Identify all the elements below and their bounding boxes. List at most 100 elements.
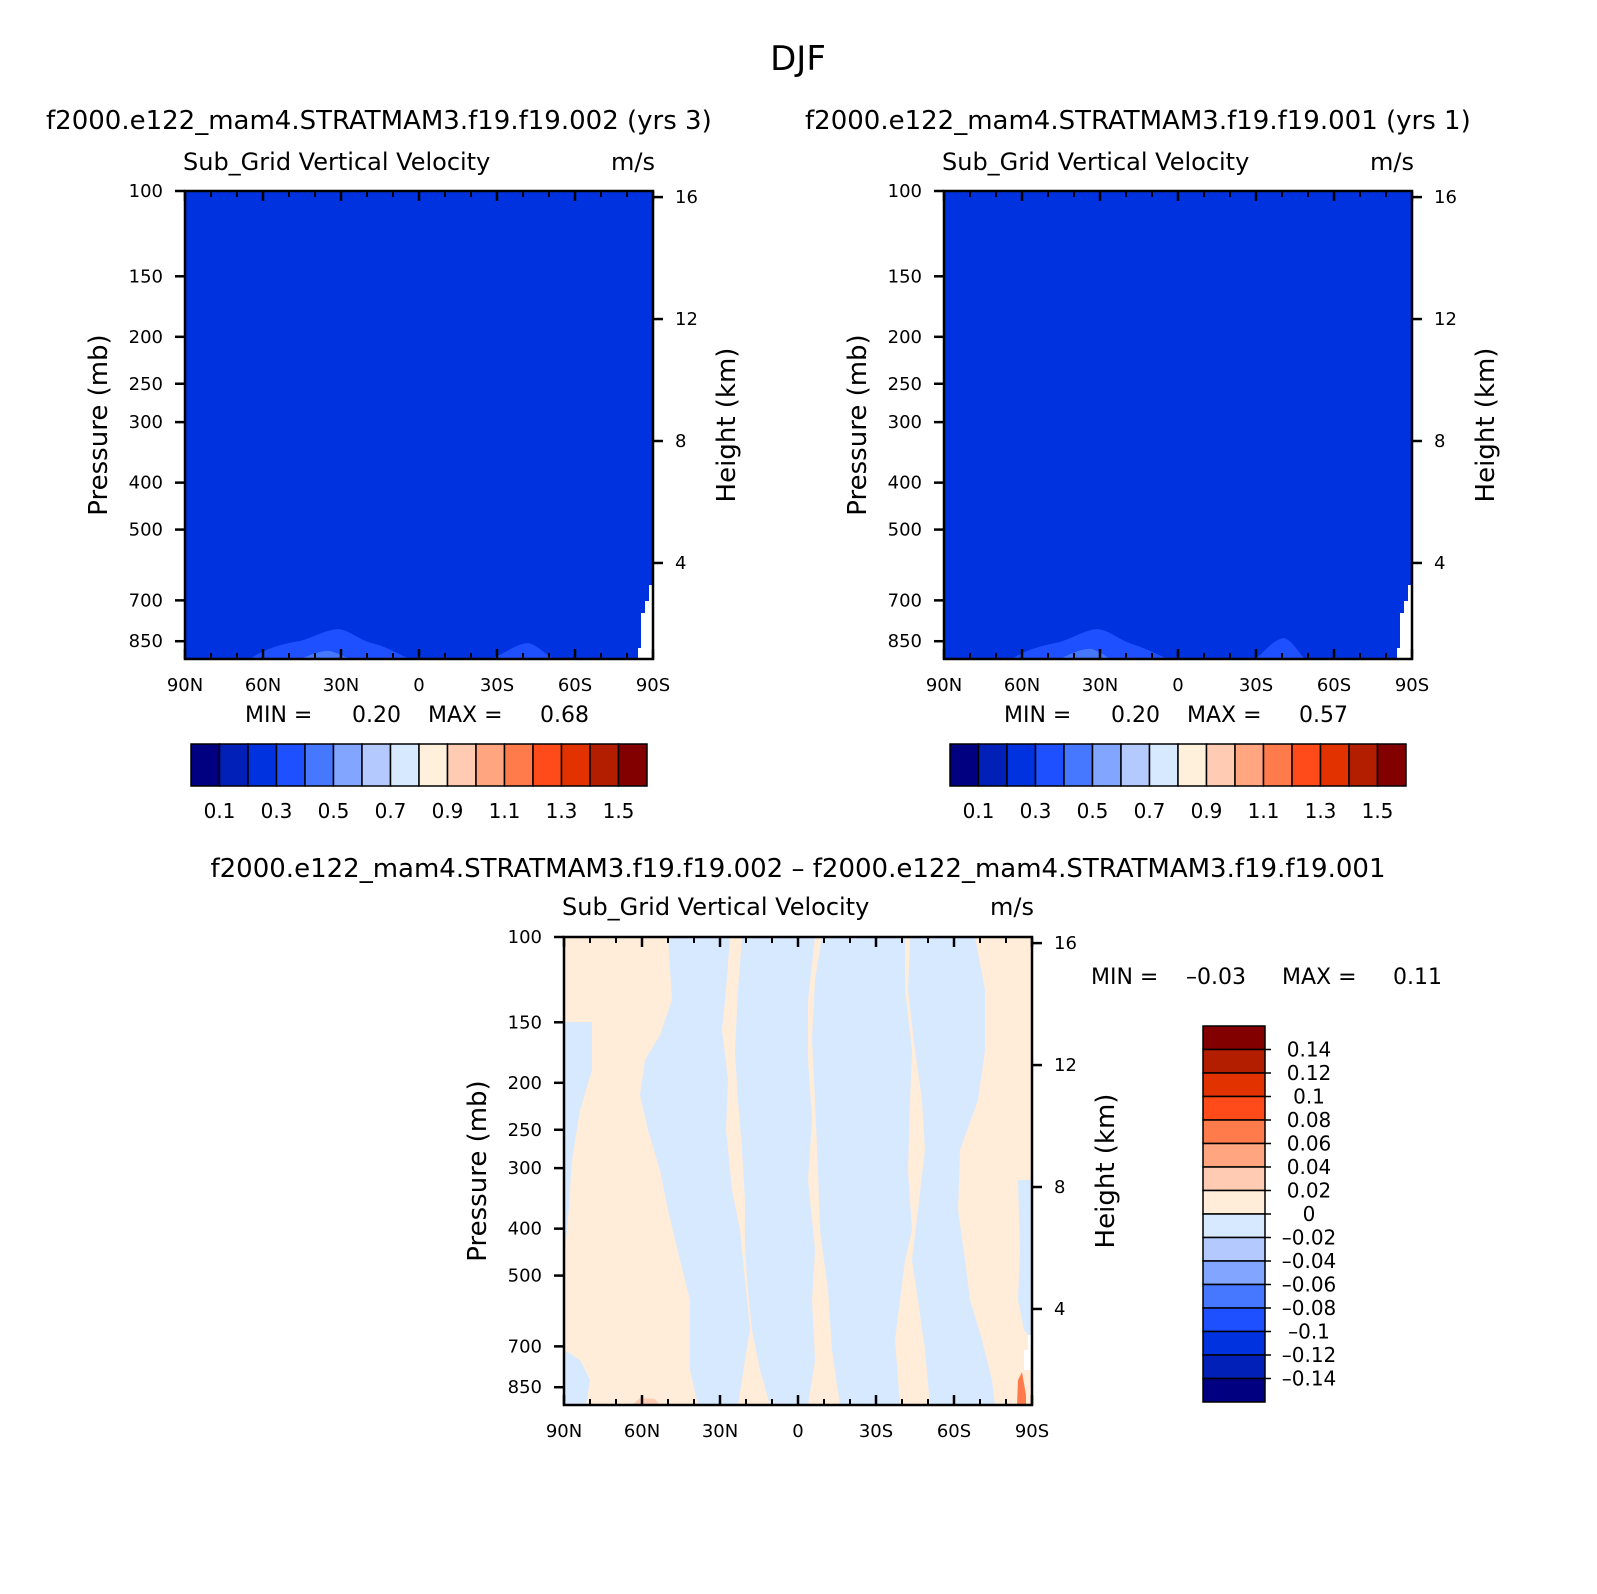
colorbar-box	[1202, 1236, 1266, 1262]
panel3-contour-negative-2	[640, 937, 750, 1405]
panel1-units: m/s	[611, 148, 655, 176]
y-right-tick-label: 12	[675, 309, 698, 330]
y-right-tick-label: 16	[1054, 933, 1077, 954]
colorbar-label: 0.02	[1287, 1179, 1332, 1203]
colorbar-box	[532, 743, 563, 787]
colorbar-box	[1202, 1377, 1266, 1403]
colorbar-box	[1202, 1095, 1266, 1121]
y-tick-label: 400	[508, 1219, 542, 1240]
colorbar-box	[1034, 743, 1065, 787]
colorbar-label: 0.3	[1020, 799, 1052, 823]
panel1-axes: 90N 60N 30N 0 30S 60S 90S 100 150 200 250 300 400 500…	[129, 181, 698, 696]
y-tick-label: 150	[129, 266, 163, 287]
colorbar-label: 0.5	[1077, 799, 1109, 823]
panel1-min-label: MIN =	[245, 703, 312, 728]
y-tick-label: 500	[508, 1266, 542, 1287]
y-right-tick-label: 4	[1434, 553, 1445, 574]
y-tick-label: 850	[888, 631, 922, 652]
colorbar-label: 1.5	[1362, 799, 1394, 823]
x-tick-label: 0	[1172, 675, 1183, 696]
colorbar-label: 0.9	[432, 799, 464, 823]
colorbar-box	[446, 743, 477, 787]
colorbar-box	[503, 743, 534, 787]
y-right-tick-label: 4	[675, 553, 686, 574]
colorbar-box	[949, 743, 980, 787]
colorbar-box	[1148, 743, 1179, 787]
panel3-contour-negative-5	[908, 937, 995, 1405]
x-tick-label: 60S	[937, 1421, 971, 1442]
colorbar-label: 0.5	[318, 799, 350, 823]
colorbar-box	[1202, 1072, 1266, 1098]
x-tick-label: 30S	[480, 675, 514, 696]
y-right-tick-label: 8	[1054, 1177, 1065, 1198]
panel3-contour-negative-1	[564, 1022, 592, 1405]
colorbar-box	[1091, 743, 1122, 787]
colorbar-label: –0.1	[1288, 1320, 1330, 1344]
panel3-contour-negative-4	[812, 937, 912, 1405]
x-tick-label: 60N	[1004, 675, 1040, 696]
panel1: Sub_Grid Vertical Velocity m/s 90N 60N 30N…	[84, 148, 742, 823]
colorbar-box	[1177, 743, 1208, 787]
panel3-axes: 90N 60N 30N 0 30S 60S 90S 100 150 200 250 300 400 500…	[508, 927, 1077, 1442]
panel1-ylabel-right: Height (km)	[712, 348, 742, 503]
colorbar-box	[1120, 743, 1151, 787]
colorbar-box	[1202, 1354, 1266, 1380]
y-right-tick-label: 8	[1434, 431, 1445, 452]
panel1-contour-0.3-inner	[300, 650, 350, 659]
y-tick-label: 400	[129, 473, 163, 494]
x-tick-label: 0	[792, 1421, 803, 1442]
panel2-field	[944, 191, 1412, 659]
colorbar-label: 0.12	[1287, 1061, 1332, 1085]
figure-title: DJF	[770, 39, 826, 79]
x-tick-label: 60N	[624, 1421, 660, 1442]
colorbar-box	[1376, 743, 1407, 787]
colorbar-box	[1202, 1048, 1266, 1074]
panel1-min-value: 0.20	[352, 703, 401, 728]
y-tick-label: 250	[129, 374, 163, 395]
panel3-plot-area: 90N 60N 30N 0 30S 60S 90S 100 150 200 250 300 400 500…	[508, 927, 1077, 1442]
colorbar-label: –0.08	[1282, 1296, 1337, 1320]
panel1-case-title: f2000.e122_mam4.STRATMAM3.f19.f19.002 (y…	[46, 106, 712, 136]
colorbar-label: –0.12	[1282, 1343, 1337, 1367]
panel2-missing-region	[1397, 585, 1412, 659]
panel2-min-value: 0.20	[1111, 703, 1160, 728]
y-tick-label: 150	[508, 1012, 542, 1033]
panel3-ylabel-left: Pressure (mb)	[463, 1080, 493, 1261]
y-tick-label: 100	[508, 927, 542, 948]
y-right-tick-label: 16	[1434, 187, 1457, 208]
y-right-tick-label: 16	[675, 187, 698, 208]
y-right-tick-label: 4	[1054, 1299, 1065, 1320]
colorbar-box	[1291, 743, 1322, 787]
x-tick-label: 30N	[323, 675, 359, 696]
colorbar-box	[589, 743, 620, 787]
colorbar-label: 0.7	[375, 799, 407, 823]
colorbar-box	[1202, 1307, 1266, 1333]
colorbar-box	[304, 743, 335, 787]
colorbar-label: 0.04	[1287, 1155, 1332, 1179]
x-tick-label: 30N	[702, 1421, 738, 1442]
y-tick-label: 850	[508, 1377, 542, 1398]
panel2: Sub_Grid Vertical Velocity m/s 90N 60N 30N…	[843, 148, 1501, 823]
colorbar-box	[361, 743, 392, 787]
y-tick-label: 300	[129, 412, 163, 433]
colorbar-label: 0.7	[1134, 799, 1166, 823]
colorbar-box	[1319, 743, 1350, 787]
y-tick-label: 500	[888, 520, 922, 541]
colorbar-label: 1.3	[1305, 799, 1337, 823]
y-tick-label: 100	[888, 181, 922, 202]
colorbar-label: 0.9	[1191, 799, 1223, 823]
colorbar-label: 0.06	[1287, 1132, 1332, 1156]
colorbar-box	[1202, 1189, 1266, 1215]
colorbar-box	[1006, 743, 1037, 787]
y-tick-label: 400	[888, 473, 922, 494]
panel3-missing-region	[1024, 1335, 1032, 1370]
x-tick-label: 90N	[546, 1421, 582, 1442]
colorbar-box	[1202, 1166, 1266, 1192]
panel2-axes: 90N 60N 30N 0 30S 60S 90S 100 150 200 250 300 400 500…	[888, 181, 1457, 696]
panel3-case-title: f2000.e122_mam4.STRATMAM3.f19.f19.002 – …	[210, 854, 1385, 884]
x-tick-label: 60S	[558, 675, 592, 696]
panel1-missing-region	[638, 585, 653, 659]
colorbar-box	[1202, 1260, 1266, 1286]
y-tick-label: 700	[129, 590, 163, 611]
